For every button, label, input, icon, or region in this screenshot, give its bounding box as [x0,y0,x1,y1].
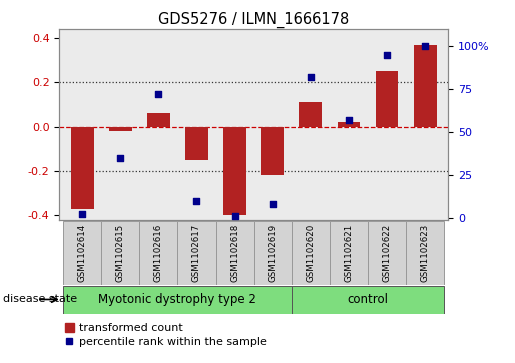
Bar [375,71,399,127]
Point [78,212,86,217]
Bar [330,221,368,285]
Bar [139,221,177,285]
Bar [223,127,246,215]
Bar [177,221,215,285]
Text: GSM1102623: GSM1102623 [421,224,430,282]
Bar [63,286,292,314]
Text: GSM1102615: GSM1102615 [116,224,125,282]
Bar [215,221,253,285]
Bar [337,122,360,127]
Bar [292,221,330,285]
Bar [368,221,406,285]
Text: control: control [348,293,388,306]
Legend: transformed count, percentile rank within the sample: transformed count, percentile rank withi… [65,323,267,347]
Text: GSM1102619: GSM1102619 [268,224,277,282]
Title: GDS5276 / ILMN_1666178: GDS5276 / ILMN_1666178 [158,12,349,28]
Bar [261,127,284,175]
Point [383,52,391,58]
Bar [147,113,170,127]
Text: Myotonic dystrophy type 2: Myotonic dystrophy type 2 [98,293,256,306]
Point [230,213,238,219]
Bar [414,45,437,127]
Bar [299,102,322,127]
Bar [101,221,139,285]
Bar [109,127,132,131]
Point [116,155,124,161]
Text: GSM1102620: GSM1102620 [306,224,315,282]
Text: GSM1102616: GSM1102616 [154,224,163,282]
Point [421,43,430,49]
Text: GSM1102622: GSM1102622 [383,224,391,282]
Bar [406,221,444,285]
Point [154,91,162,97]
Bar [292,286,444,314]
Bar [71,127,94,208]
Text: GSM1102618: GSM1102618 [230,224,239,282]
Text: GSM1102621: GSM1102621 [345,224,353,282]
Text: GSM1102614: GSM1102614 [78,224,87,282]
Text: disease state: disease state [3,294,77,305]
Text: GSM1102617: GSM1102617 [192,224,201,282]
Point [192,198,200,204]
Point [345,117,353,123]
Point [307,74,315,80]
Bar [185,127,208,160]
Bar [63,221,101,285]
Point [269,201,277,207]
Bar [253,221,292,285]
